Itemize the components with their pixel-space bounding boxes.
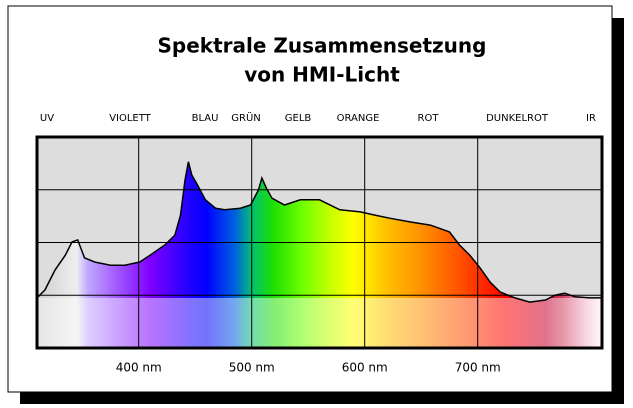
band-label: DUNKELROT	[486, 113, 549, 124]
band-label: IR	[586, 113, 596, 124]
band-label: BLAU	[192, 113, 219, 124]
x-tick-label: 500 nm	[229, 361, 275, 375]
x-tick-label: 400 nm	[116, 361, 162, 375]
chart-title: Spektrale Zusammensetzung	[158, 34, 487, 58]
band-label: VIOLETT	[109, 113, 151, 124]
band-label: GRÜN	[231, 111, 261, 124]
band-label: GELB	[285, 113, 312, 124]
plot-frame	[35, 135, 604, 350]
band-label: UV	[40, 113, 54, 124]
band-label: ROT	[418, 113, 440, 124]
area-line	[36, 161, 602, 303]
x-tick-label: 600 nm	[342, 361, 388, 375]
band-label: ORANGE	[337, 113, 380, 124]
spectrum-base	[37, 298, 602, 348]
x-tick-label: 700 nm	[455, 361, 501, 375]
chart-title: von HMI-Licht	[244, 63, 400, 87]
